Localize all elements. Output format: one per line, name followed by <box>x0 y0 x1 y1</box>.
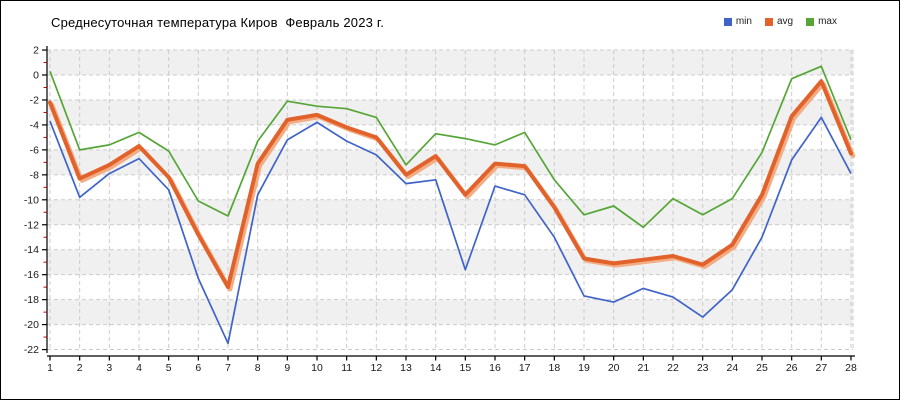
y-tick-label: -22 <box>24 344 39 356</box>
x-tick-label: 24 <box>726 362 738 374</box>
legend-swatch-max-icon <box>806 17 815 26</box>
legend: min avg max <box>723 16 837 27</box>
series-line-min <box>49 116 852 345</box>
chart-title: Среднесуточная температура Киров Февраль… <box>51 15 385 30</box>
x-tick-label: 3 <box>106 362 112 374</box>
legend-swatch-avg-icon <box>764 17 773 26</box>
x-tick-label: 17 <box>519 362 531 374</box>
legend-item-avg[interactable]: avg <box>764 16 794 27</box>
legend-swatch-min-icon <box>723 17 732 26</box>
x-tick-label: 9 <box>284 362 290 374</box>
x-tick-label: 1 <box>47 362 53 374</box>
y-tick-label: -12 <box>24 219 39 231</box>
x-tick-label: 4 <box>136 362 142 374</box>
x-tick-label: 16 <box>489 362 501 374</box>
x-tick-label: 10 <box>311 362 323 374</box>
y-tick-label: 0 <box>33 70 39 82</box>
x-tick-label: 23 <box>697 362 709 374</box>
y-tick-label: -2 <box>30 94 39 106</box>
y-tick-label: -6 <box>30 144 39 156</box>
plot-band <box>47 99 853 125</box>
series-line-max <box>49 65 852 229</box>
legend-item-max[interactable]: max <box>806 16 837 27</box>
legend-label-avg: avg <box>776 16 794 27</box>
x-tick-label: 21 <box>637 362 649 374</box>
x-tick-label: 12 <box>370 362 382 374</box>
x-tick-label: 27 <box>815 362 827 374</box>
y-tick-label: -8 <box>30 169 39 181</box>
x-tick-label: 26 <box>786 362 798 374</box>
x-tick-label: 19 <box>578 362 590 374</box>
y-tick-label: -20 <box>24 319 39 331</box>
x-tick-label: 13 <box>400 362 412 374</box>
x-tick-label: 14 <box>430 362 442 374</box>
x-tick-label: 25 <box>756 362 768 374</box>
y-tick-label: -18 <box>24 294 39 306</box>
y-tick-label: -16 <box>24 269 39 281</box>
y-tick-label: 2 <box>33 45 39 57</box>
x-tick-label: 2 <box>77 362 83 374</box>
legend-item-min[interactable]: min <box>723 16 752 27</box>
x-tick-label: 20 <box>608 362 620 374</box>
x-tick-label: 11 <box>341 362 352 374</box>
x-tick-label: 18 <box>548 362 560 374</box>
legend-label-min: min <box>735 16 752 27</box>
x-tick-label: 8 <box>255 362 261 374</box>
legend-label-max: max <box>818 16 837 27</box>
x-tick-label: 7 <box>225 362 231 374</box>
y-tick-label: -14 <box>24 244 39 256</box>
x-tick-label: 5 <box>166 362 172 374</box>
plot-band <box>47 299 853 325</box>
x-tick-label: 28 <box>845 362 857 374</box>
y-tick-label: -10 <box>24 194 39 206</box>
x-tick-label: 15 <box>459 362 471 374</box>
x-tick-label: 22 <box>667 362 679 374</box>
plot-band <box>47 50 853 75</box>
x-tick-label: 6 <box>195 362 201 374</box>
series-line-avg <box>48 79 853 290</box>
y-tick-label: -4 <box>30 119 39 131</box>
plot-band <box>47 149 853 175</box>
